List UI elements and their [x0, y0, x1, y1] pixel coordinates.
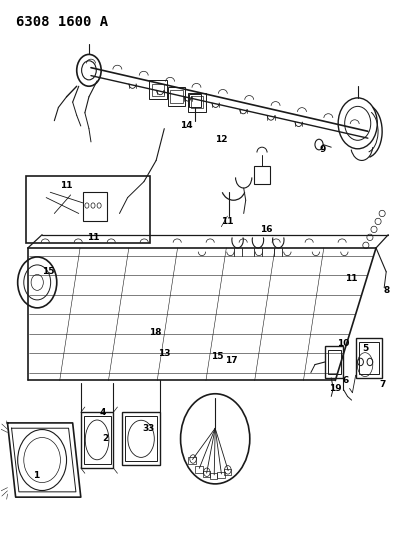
Bar — [324, 346, 343, 378]
Bar — [217, 472, 224, 478]
Bar — [355, 338, 381, 378]
Bar — [187, 93, 205, 112]
Bar — [170, 91, 182, 103]
Text: 14: 14 — [180, 122, 193, 131]
Text: 9: 9 — [319, 146, 326, 155]
Text: 16: 16 — [259, 225, 272, 234]
Bar — [124, 416, 157, 461]
Bar — [358, 342, 378, 374]
Bar — [152, 84, 164, 96]
Bar — [26, 176, 150, 243]
Text: 15: 15 — [42, 268, 54, 276]
Text: 7: 7 — [378, 379, 384, 389]
Text: 11: 11 — [60, 181, 73, 190]
Text: 3: 3 — [142, 424, 149, 433]
Text: 10: 10 — [337, 339, 349, 348]
Bar — [188, 457, 195, 464]
Text: 11: 11 — [87, 233, 99, 242]
Bar — [202, 471, 209, 478]
Text: 11: 11 — [220, 217, 233, 226]
Text: 11: 11 — [344, 273, 357, 282]
Text: 8: 8 — [382, 286, 389, 295]
Text: 4: 4 — [100, 408, 106, 417]
Text: 6308 1600 A: 6308 1600 A — [16, 14, 108, 29]
Bar — [83, 192, 107, 221]
Text: 3: 3 — [146, 424, 153, 433]
Bar — [195, 466, 202, 473]
Text: 6: 6 — [342, 376, 348, 385]
Bar — [188, 94, 200, 108]
Bar — [167, 87, 185, 107]
Bar — [210, 473, 217, 479]
Text: 19: 19 — [328, 384, 341, 393]
Bar — [224, 469, 231, 475]
Text: 15: 15 — [211, 352, 223, 361]
Text: 13: 13 — [157, 350, 170, 359]
Bar — [81, 413, 113, 468]
Text: 1: 1 — [33, 471, 39, 480]
Bar — [190, 96, 202, 109]
Text: 5: 5 — [362, 344, 368, 353]
Bar — [328, 350, 340, 374]
Bar — [121, 413, 160, 465]
Bar — [149, 80, 167, 100]
Text: 12: 12 — [214, 135, 227, 144]
Bar — [84, 416, 110, 464]
Bar — [253, 166, 270, 184]
Text: 17: 17 — [225, 357, 237, 366]
Text: 18: 18 — [149, 328, 161, 337]
Text: 2: 2 — [102, 434, 108, 443]
